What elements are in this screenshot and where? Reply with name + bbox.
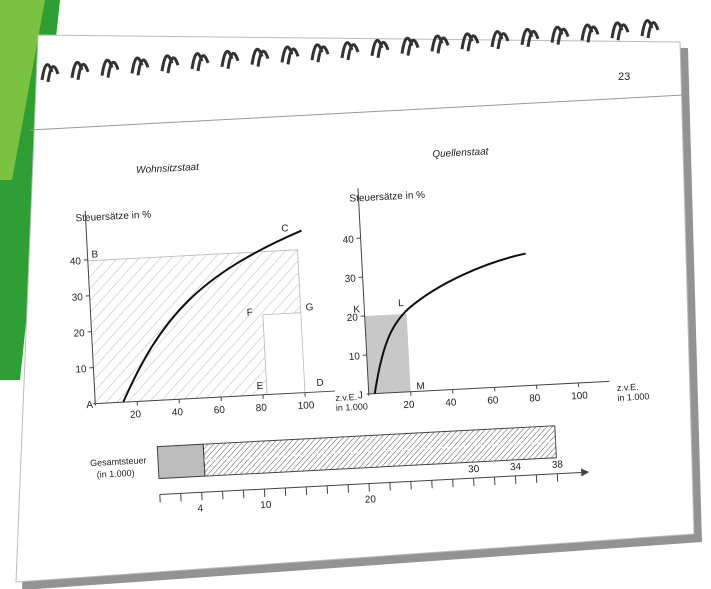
x-tick-label: 20 xyxy=(130,409,142,421)
total-tax-label-1: Gesamtsteuer xyxy=(90,455,147,468)
spiral-coil xyxy=(640,19,660,39)
spiral-coil xyxy=(190,52,210,72)
spiral-coil xyxy=(370,38,390,59)
spiral-coil xyxy=(520,27,540,48)
spiral-coil xyxy=(220,49,240,70)
spiral-coil xyxy=(130,56,150,76)
spiral-coil xyxy=(430,34,450,54)
spiral-coil xyxy=(100,58,120,78)
right-shaded-area xyxy=(364,313,411,394)
scale-label: 10 xyxy=(260,500,272,512)
y-tick-label: 20 xyxy=(73,328,85,340)
right-xlabel-2: in 1.000 xyxy=(617,391,650,403)
scale-label: 20 xyxy=(365,494,377,506)
y-tick-label: 10 xyxy=(349,351,361,363)
spiral-coil xyxy=(550,25,570,45)
y-tick-label: 30 xyxy=(71,292,83,304)
spiral-coil xyxy=(310,43,330,63)
left-chart: Wohnsitzstaat Steuersätze in % 10203040 … xyxy=(70,162,369,421)
right-y-axis xyxy=(357,188,370,396)
right-chart: Quellenstaat Steuersätze in % 10 20 30 40 2… xyxy=(342,146,650,412)
point-J: J xyxy=(358,390,364,401)
y-tick-label: 40 xyxy=(70,256,82,268)
x-tick-label: 80 xyxy=(529,393,541,405)
right-chart-title: Quellenstaat xyxy=(432,146,490,160)
x-tick-label: 100 xyxy=(571,390,589,402)
total-tax-label-2: (in 1.000) xyxy=(96,468,135,480)
spiral-coil xyxy=(340,41,360,61)
left-chart-title: Wohnsitzstaat xyxy=(136,162,201,176)
header-rule xyxy=(29,94,685,131)
y-tick-label: 40 xyxy=(342,235,354,247)
point-D: D xyxy=(316,378,324,389)
point-K: K xyxy=(353,304,361,315)
spiral-binding xyxy=(40,19,660,83)
total-tax-section: Gesamtsteuer (in 1.000) 4 10 20 30 34 38 xyxy=(90,425,590,515)
scale-label: 38 xyxy=(552,459,564,471)
right-x-axis xyxy=(366,380,610,395)
point-E: E xyxy=(256,381,264,392)
point-A: A xyxy=(86,400,94,411)
scale-label: 4 xyxy=(197,503,204,514)
right-tax-curve xyxy=(373,252,526,394)
right-xlabel-1: z.v.E. xyxy=(617,382,639,393)
point-M: M xyxy=(416,381,425,392)
left-y-axis xyxy=(84,210,96,406)
spiral-coil xyxy=(40,63,60,83)
point-C: C xyxy=(281,223,289,234)
x-tick-label: 60 xyxy=(487,395,499,407)
spiral-coil xyxy=(400,36,420,56)
spiral-coil xyxy=(460,32,480,52)
y-tick-label: 10 xyxy=(75,364,87,376)
x-tick-label: 40 xyxy=(445,397,457,409)
spiral-coil xyxy=(250,47,270,67)
x-tick-label: 100 xyxy=(297,400,315,412)
left-x-axis xyxy=(93,390,335,405)
scale-label: 34 xyxy=(510,462,522,474)
y-tick-label: 20 xyxy=(346,312,358,324)
total-tax-scale-axis xyxy=(159,471,582,496)
page-number: 23 xyxy=(618,71,630,83)
left-chart-ylabel: Steuersätze in % xyxy=(75,209,151,224)
left-xlabel-1: z.v.E. xyxy=(335,392,357,403)
total-tax-source-bar xyxy=(156,443,206,480)
spiral-coil xyxy=(580,23,600,43)
point-F: F xyxy=(246,307,253,318)
spiral-coil xyxy=(610,21,630,41)
spiral-coil xyxy=(490,30,510,50)
left-tax-curve xyxy=(122,229,302,403)
right-chart-ylabel: Steuersätze in % xyxy=(349,190,425,205)
spiral-coil xyxy=(160,54,180,74)
point-B: B xyxy=(91,249,99,260)
y-tick-label: 30 xyxy=(344,273,356,285)
total-tax-bar-divider xyxy=(204,441,556,461)
x-tick-label: 20 xyxy=(403,400,415,412)
point-G: G xyxy=(305,302,314,313)
scale-label: 30 xyxy=(468,464,480,476)
left-xlabel-2: in 1.000 xyxy=(336,401,369,413)
x-tick-label: 60 xyxy=(214,405,226,417)
x-tick-label: 80 xyxy=(255,403,267,415)
spiral-coil xyxy=(280,45,300,65)
spiral-coil xyxy=(70,60,90,81)
x-tick-label: 40 xyxy=(172,407,184,419)
point-L: L xyxy=(398,298,405,309)
